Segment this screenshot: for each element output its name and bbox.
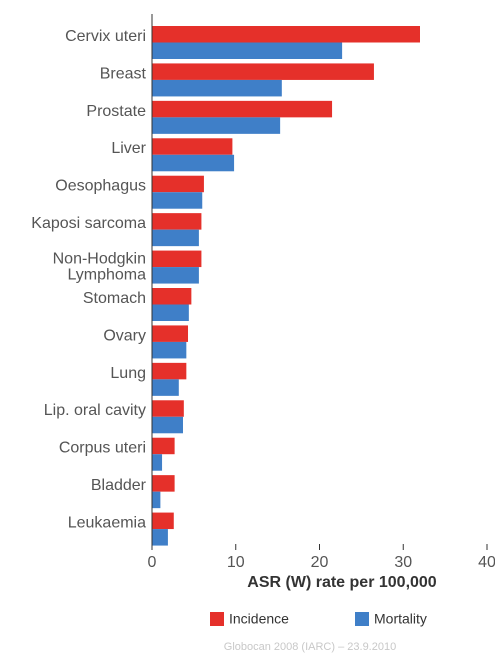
bar [152,288,192,305]
legend-swatch [210,612,224,626]
bar [152,304,189,321]
x-tick-label: 10 [227,554,245,571]
bar [152,529,168,546]
bar [152,325,189,342]
bar [152,250,202,268]
bar [152,138,233,155]
category-label: Oesophagus [55,178,146,195]
category-label: Lip. oral cavity [44,402,146,419]
bar [152,63,374,80]
bar [152,400,184,417]
category-label: Non-Hodgkin [53,251,146,268]
bar [152,512,174,530]
category-label: Lymphoma [67,267,146,284]
x-tick-label: 20 [311,554,329,571]
category-label: Prostate [86,103,146,120]
bar [152,475,175,492]
legend-label: Mortality [374,611,427,627]
bar [152,341,187,359]
category-label: Kaposi sarcoma [31,215,146,232]
x-tick-label: 40 [478,554,495,571]
bar [152,416,183,434]
bar [152,42,343,59]
bar [152,26,420,43]
bar [152,117,281,134]
bar [152,437,175,455]
bar [152,154,235,172]
category-label: Leukaemia [68,515,146,532]
category-label: Stomach [83,290,146,307]
bar [152,229,199,247]
category-label: Corpus uteri [59,440,146,457]
category-label: Cervix uteri [65,28,146,45]
bar [152,454,163,471]
x-tick-label: 30 [394,554,412,571]
bar [152,79,282,97]
bar [152,267,199,284]
category-label: Liver [111,140,146,157]
bar [152,213,202,230]
bar [152,491,161,509]
x-tick-label: 0 [148,554,157,571]
category-label: Breast [100,65,147,82]
bar [152,175,204,193]
x-axis-label: ASR (W) rate per 100,000 [247,574,437,591]
bar [152,379,179,396]
category-label: Lung [110,365,146,382]
legend-label: Incidence [229,611,289,627]
source-note: Globocan 2008 (IARC) – 23.9.2010 [224,641,396,653]
category-label: Ovary [103,327,146,344]
bar [152,192,203,209]
bar [152,362,187,380]
category-label: Bladder [91,477,147,494]
bar [152,100,333,118]
legend-swatch [355,612,369,626]
